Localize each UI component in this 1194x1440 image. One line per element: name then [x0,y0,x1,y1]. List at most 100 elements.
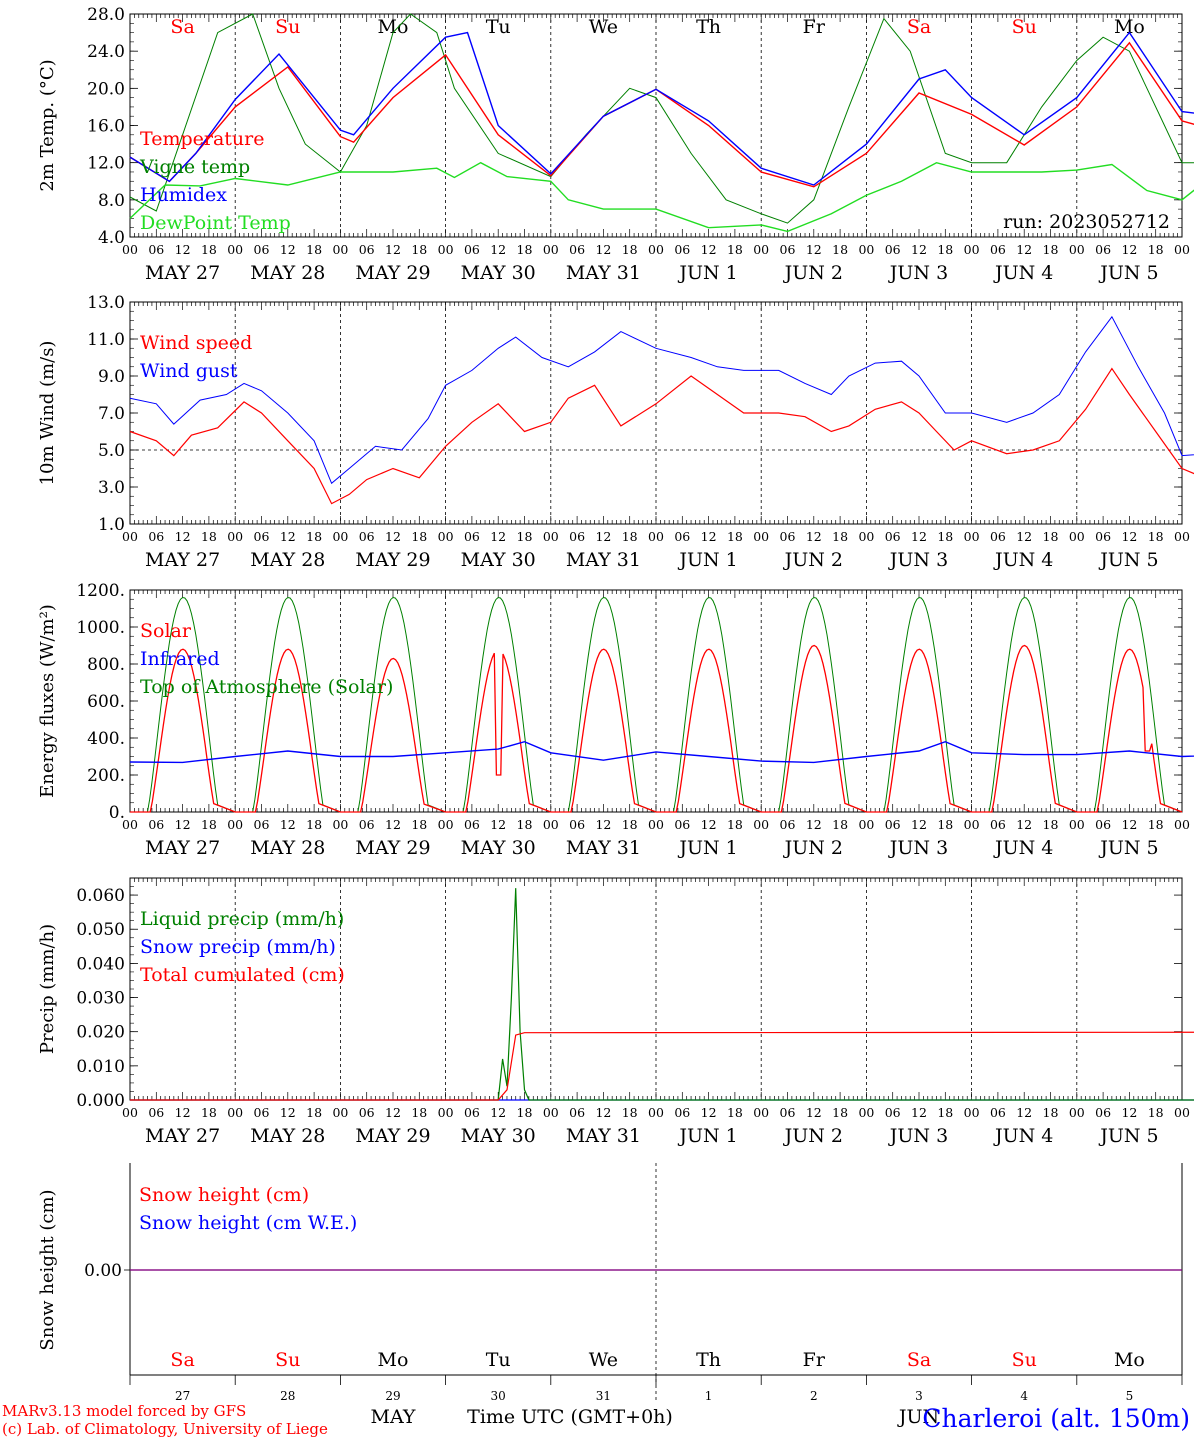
hour-tick-label: 12 [806,242,822,257]
hour-tick-label: 00 [964,817,980,832]
y-tick-label: 11.0 [87,330,125,350]
hour-tick-label: 06 [990,817,1006,832]
day-number-label: 1 [705,1389,713,1403]
date-label: JUN 4 [993,549,1053,571]
date-label: JUN 4 [993,837,1053,859]
footer: MARv3.13 model forced by GFS(c) Lab. of … [2,1402,1190,1438]
hour-tick-label: 06 [569,817,585,832]
panel-precip: 00 06 12 18 00 06 12 18 00 06 12 18 00 06 12 18 00 06 12 18… [37,877,1194,1147]
hour-tick-label: 00 [543,1105,559,1120]
weekday-label: We [589,16,618,38]
hour-tick-label: 06 [674,529,690,544]
hour-tick-label: 00 [964,529,980,544]
hour-tick-label: 06 [359,1105,375,1120]
y-tick-label: 3.0 [98,478,125,498]
hour-tick-label: 12 [1121,817,1137,832]
hour-tick-label: 06 [674,242,690,257]
hour-tick-label: 06 [569,1105,585,1120]
weekday-label: Mo [378,16,409,38]
y-axis-label: Snow height (cm) [37,1189,58,1350]
hour-tick-label: 18 [832,242,848,257]
legend-entry: Top of Atmosphere (Solar) [140,676,393,698]
y-tick-label: 0.060 [76,886,125,906]
y-tick-label: 8.0 [98,191,125,211]
y-tick-label: 1.0 [98,515,125,535]
weekday-label: Tu [486,1349,511,1371]
hour-tick-label: 12 [280,1105,296,1120]
hour-tick-label: 06 [359,529,375,544]
y-tick-label: 5.0 [98,441,125,461]
hour-tick-label: 18 [1043,242,1059,257]
hour-tick-label: 06 [254,1105,270,1120]
hour-tick-label: 18 [1148,529,1164,544]
hour-tick-label: 06 [780,817,796,832]
time-axis-label: Time UTC (GMT+0h) [467,1406,673,1428]
hour-tick-label: 18 [1148,1105,1164,1120]
hour-tick-label: 12 [385,1105,401,1120]
hour-tick-label: 00 [122,242,138,257]
hour-tick-label: 00 [227,817,243,832]
hour-tick-label: 06 [464,529,480,544]
hour-tick-label: 06 [1095,1105,1111,1120]
hour-tick-label: 12 [595,529,611,544]
hour-tick-label: 12 [911,529,927,544]
weekday-label: Sa [170,1349,194,1371]
y-tick-label: 20.0 [87,79,125,99]
hour-tick-label: 00 [227,1105,243,1120]
date-label: JUN 5 [1098,262,1158,284]
hour-tick-label: 18 [727,529,743,544]
hour-tick-label: 12 [595,242,611,257]
hour-tick-label: 06 [359,817,375,832]
hour-tick-label: 00 [648,817,664,832]
hour-tick-label: 18 [201,1105,217,1120]
hour-tick-label: 18 [201,242,217,257]
date-label: MAY 27 [145,262,220,284]
hour-tick-label: 06 [990,529,1006,544]
hour-tick-label: 00 [122,529,138,544]
hour-tick-label: 06 [254,817,270,832]
date-label: MAY 30 [461,837,536,859]
hour-tick-label: 12 [1016,817,1032,832]
hour-tick-label: 12 [1016,529,1032,544]
hour-tick-label: 00 [858,1105,874,1120]
y-tick-label: 13.0 [87,293,125,313]
date-label: JUN 1 [677,549,737,571]
credit-line-1: MARv3.13 model forced by GFS [2,1402,246,1420]
hour-tick-label: 06 [254,242,270,257]
day-number-label: 4 [1020,1389,1028,1403]
month-label-jun: JUN [897,1406,939,1428]
y-tick-label: 600. [87,692,125,712]
hour-tick-label: 18 [937,1105,953,1120]
hour-tick-label: 18 [517,1105,533,1120]
hour-tick-label: 06 [1095,529,1111,544]
date-label: MAY 27 [145,549,220,571]
panel-energy: 00 06 12 18 00 06 12 18 00 06 12 18 00 06 12 18 00 06 12 18… [37,581,1194,859]
y-tick-label: 0. [109,803,125,823]
hour-tick-label: 00 [1174,242,1190,257]
y-axis-label: 10m Wind (m/s) [37,341,58,486]
day-number-label: 27 [175,1389,190,1403]
hour-tick-label: 06 [569,242,585,257]
legend-entry: Temperature [140,128,264,150]
hour-tick-label: 18 [1043,529,1059,544]
hour-tick-label: 18 [517,242,533,257]
date-label: MAY 29 [355,262,430,284]
hour-tick-label: 12 [385,242,401,257]
day-number-label: 3 [915,1389,923,1403]
hour-tick-label: 06 [885,529,901,544]
series-line-cumulated [130,1031,1194,1101]
hour-tick-label: 18 [411,1105,427,1120]
series-line-3 [129,161,1194,233]
date-label: MAY 31 [566,262,641,284]
plot-frame [129,13,1183,238]
date-label: MAY 28 [250,837,325,859]
hour-tick-label: 12 [1121,529,1137,544]
hour-tick-label: 06 [254,529,270,544]
date-label: JUN 4 [993,1125,1053,1147]
date-label: MAY 28 [250,262,325,284]
date-label: MAY 30 [461,1125,536,1147]
date-label: MAY 27 [145,1125,220,1147]
hour-tick-label: 00 [858,817,874,832]
hour-tick-label: 00 [1069,529,1085,544]
